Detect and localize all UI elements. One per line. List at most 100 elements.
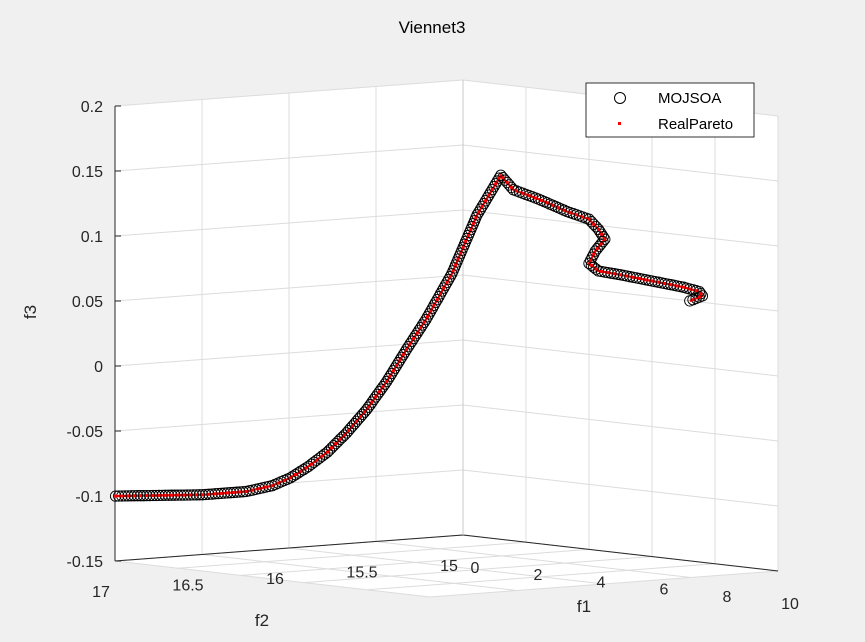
legend-label-realpareto: RealPareto [658,116,733,133]
mojsoa-point [156,489,168,502]
realpareto-point [600,270,604,273]
z-tick-label: 0.2 [81,99,103,116]
realpareto-point [299,469,303,473]
realpareto-point [194,493,198,497]
mojsoa-point [187,489,199,501]
grid-line-z-rightwall [462,274,779,312]
mojsoa-point [421,311,434,323]
mojsoa-point [332,435,344,448]
f1-tick-label: 10 [781,596,799,613]
mojsoa-point [354,411,367,423]
grid-line-z-rightwall [462,404,779,442]
realpareto-point [464,239,468,243]
realpareto-point [388,374,392,378]
mojsoa-point [474,203,487,215]
mojsoa-point [384,370,396,382]
realpareto-point [461,245,465,249]
mojsoa-point [344,422,357,434]
realpareto-point [170,493,174,497]
mojsoa-point [441,276,453,289]
z-tick-label: -0.1 [75,489,103,506]
mojsoa-point [476,200,488,213]
realpareto-point [120,494,124,498]
mojsoa-point [481,192,493,204]
realpareto-point [562,208,566,212]
realpareto-point [466,234,470,237]
mojsoa-point [338,429,351,441]
realpareto-point [126,494,130,498]
realpareto-point [320,454,324,458]
f2-tick-label: 16 [266,571,284,588]
mojsoa-point [169,489,181,501]
grid-line-f2-floor [288,547,605,585]
realpareto-point [264,485,268,489]
mojsoa-point [431,293,443,306]
mojsoa-point [212,487,224,500]
realpareto-point [597,227,600,231]
realpareto-point [385,380,389,383]
grid-line-z-rightwall [462,469,779,507]
mojsoa-point [342,424,355,437]
realpareto-point [448,275,452,279]
mojsoa-point [428,299,440,311]
realpareto-point [325,450,329,454]
realpareto-point [459,251,463,255]
realpareto-point [251,488,255,492]
realpareto-point [315,458,319,462]
realpareto-point [398,358,402,362]
mojsoa-point [406,335,418,347]
realpareto-point [355,419,358,423]
realpareto-point [505,181,509,184]
realpareto-point [188,493,192,497]
mojsoa-point [478,197,490,210]
realpareto-point [509,185,513,189]
mojsoa-point [439,279,451,291]
z-tick-label: 0.15 [72,164,103,181]
realpareto-point [603,237,607,241]
mojsoa-point [473,206,485,218]
right-wall-pane [463,80,778,571]
realpareto-point [474,216,478,220]
realpareto-point [304,466,308,470]
realpareto-point [439,292,442,296]
mojsoa-point [590,263,602,275]
realpareto-point [691,298,695,302]
realpareto-point [219,491,223,495]
realpareto-point [429,309,433,313]
realpareto-point [334,442,338,446]
realpareto-point [644,278,648,282]
realpareto-point [422,320,426,324]
realpareto-point [405,347,409,351]
mojsoa-point [684,295,696,307]
realpareto-point [699,292,703,296]
realpareto-point [363,410,366,414]
mojsoa-point [438,282,450,294]
grid-line-z-rightwall [462,339,779,377]
data-series [109,169,709,502]
realpareto-point [132,494,136,498]
mojsoa-point [395,351,408,364]
realpareto-point [309,462,313,466]
mojsoa-point [436,285,448,297]
mojsoa-point [589,245,601,257]
realpareto-point [589,263,593,267]
realpareto-point [401,353,405,357]
realpareto-point [366,405,370,409]
mojsoa-point [415,322,427,334]
realpareto-point [426,315,429,319]
mojsoa-point [321,446,333,458]
f1-tick-label: 2 [534,567,543,584]
mojsoa-point [193,489,206,501]
realpareto-point [139,494,142,498]
mojsoa-point [411,327,423,339]
mojsoa-point [119,490,131,502]
realpareto-point [595,247,599,251]
realpareto-point [374,395,378,399]
realpareto-point [594,267,598,271]
realpareto-point [454,263,458,267]
mojsoa-point [488,180,500,193]
realpareto-point [663,282,667,285]
mojsoa-point [144,489,156,502]
mojsoa-point [423,308,435,320]
mojsoa-point [224,487,237,499]
